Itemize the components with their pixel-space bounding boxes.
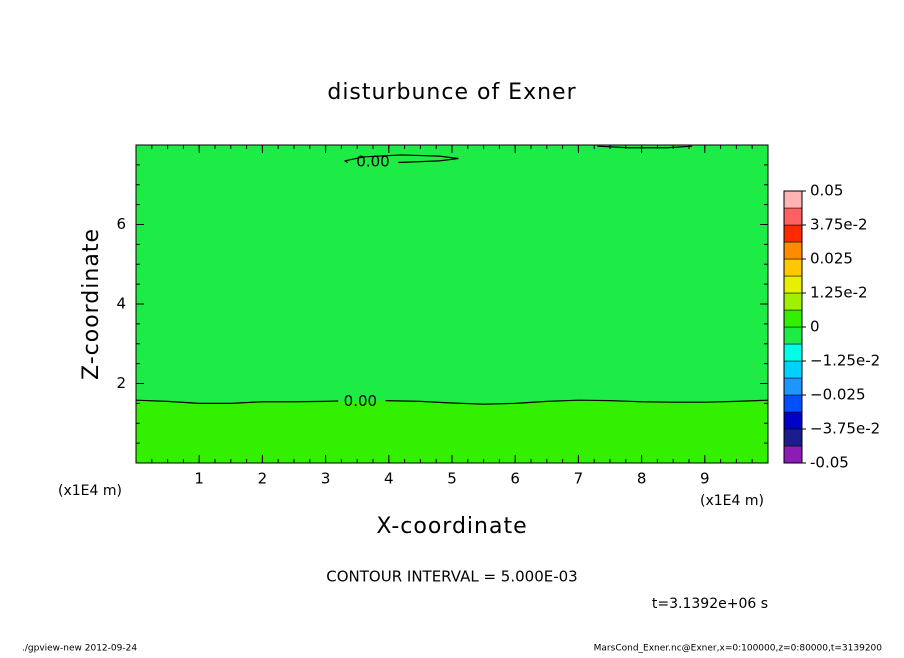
contour-line <box>344 154 459 164</box>
x-tick-label: 5 <box>447 470 457 488</box>
y-tick-label: 4 <box>116 295 126 313</box>
colorbar-tick-label: 1.25e-2 <box>810 284 868 302</box>
contour-fill <box>136 400 768 463</box>
contour-label: 0.00 <box>356 153 389 171</box>
colorbar-band <box>783 411 803 430</box>
y-tick-label: 2 <box>116 374 126 392</box>
colorbar-tick-label: 0.025 <box>810 250 853 268</box>
colorbar-tick-label: −3.75e-2 <box>810 420 880 438</box>
x-unit: (x1E4 m) <box>700 493 764 509</box>
y-axis-title: Z-coordinate <box>79 228 104 380</box>
time-label: t=3.1392e+06 s <box>652 596 768 612</box>
colorbar-band <box>783 292 803 311</box>
x-tick-label: 3 <box>321 470 331 488</box>
colorbar-tick-label: −1.25e-2 <box>810 352 880 370</box>
colorbar-band <box>783 258 803 277</box>
x-tick-label: 2 <box>258 470 268 488</box>
colorbar-band <box>783 326 803 345</box>
colorbar-band <box>783 309 803 328</box>
x-unit: (x1E4 m) <box>58 483 122 499</box>
x-tick-label: 9 <box>700 470 710 488</box>
colorbar-band <box>783 360 803 379</box>
colorbar-band <box>783 207 803 226</box>
colorbar-tick-label: 0 <box>810 318 820 336</box>
colorbar-band <box>783 190 803 209</box>
contour-interval: CONTOUR INTERVAL = 5.000E-03 <box>326 568 577 586</box>
colorbar-band <box>783 241 803 260</box>
colorbar-band <box>783 394 803 413</box>
contour-label: 0.00 <box>344 392 377 410</box>
chart-title: disturbunce of Exner <box>327 80 576 105</box>
contour-line <box>597 145 693 149</box>
x-tick-label: 7 <box>574 470 584 488</box>
colorbar-tick-label: 0.05 <box>810 182 843 200</box>
colorbar-band <box>783 343 803 362</box>
colorbar-band <box>783 275 803 294</box>
colorbar-band <box>783 224 803 243</box>
x-tick-label: 4 <box>384 470 394 488</box>
colorbar-tick-label: 3.75e-2 <box>810 216 868 234</box>
footer-right: MarsCond_Exner.nc@Exner,x=0:100000,z=0:8… <box>594 644 883 654</box>
colorbar-band <box>783 428 803 447</box>
x-axis-title: X-coordinate <box>376 514 527 539</box>
contour-line <box>135 399 769 405</box>
colorbar-tick-label: -0.05 <box>810 454 849 472</box>
x-tick-label: 6 <box>510 470 520 488</box>
x-tick-label: 8 <box>637 470 647 488</box>
colorbar-band <box>783 445 803 464</box>
colorbar-band <box>783 377 803 396</box>
colorbar-tick-label: −0.025 <box>810 386 866 404</box>
x-tick-label: 1 <box>194 470 204 488</box>
y-tick-label: 6 <box>116 215 126 233</box>
footer-left: ./gpview-new 2012-09-24 <box>22 644 137 654</box>
